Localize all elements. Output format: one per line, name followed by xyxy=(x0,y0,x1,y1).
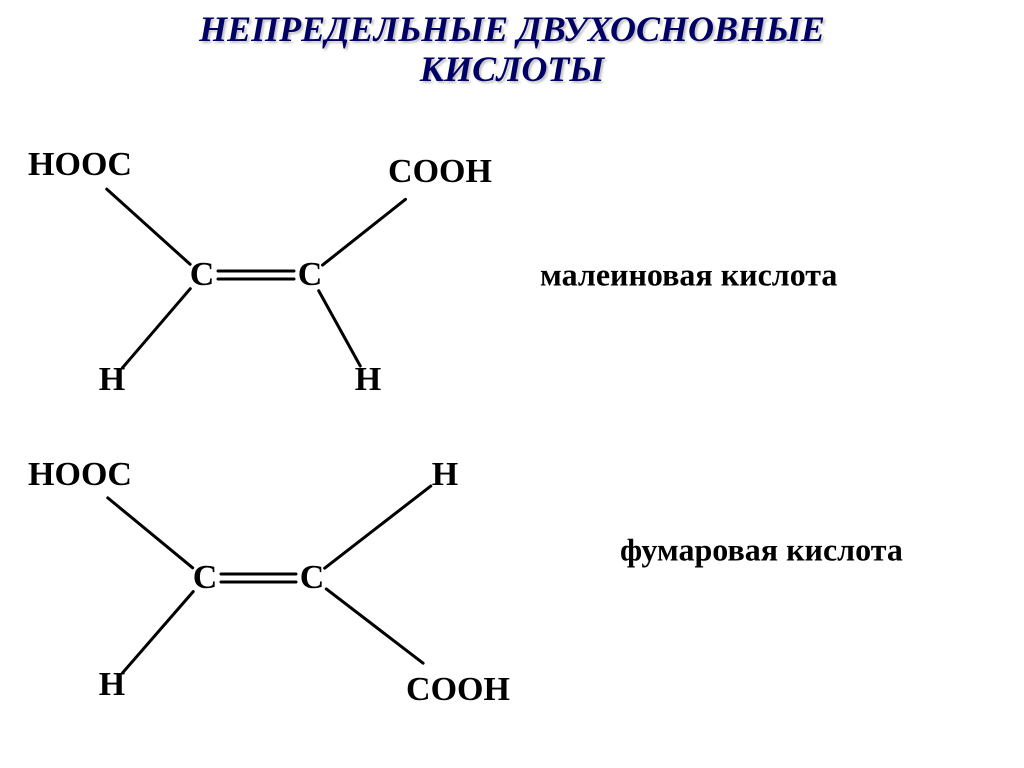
fumaric-h-bot: H xyxy=(99,666,125,704)
fumaric-hooc: HOOC xyxy=(28,456,132,494)
maleic-hooc: HOOC xyxy=(28,146,132,184)
maleic-h2: H xyxy=(355,361,381,399)
bond-lines xyxy=(0,120,1024,760)
maleic-label: малеиновая кислота xyxy=(540,257,837,294)
title-line1: НЕПРЕДЕЛЬНЫЕ ДВУХОСНОВНЫЕ xyxy=(0,10,1024,50)
diagram-area: HOOC COOH C C H H HOOC H C C H COOH мале… xyxy=(0,120,1024,760)
slide-title: НЕПРЕДЕЛЬНЫЕ ДВУХОСНОВНЫЕ КИСЛОТЫ xyxy=(0,0,1024,89)
maleic-c2: C xyxy=(298,256,323,294)
fumaric-cooh: COOH xyxy=(406,671,510,709)
fumaric-h-top: H xyxy=(432,456,458,494)
maleic-h1: H xyxy=(99,361,125,399)
fumaric-c2: C xyxy=(300,559,325,597)
maleic-c1: C xyxy=(190,256,215,294)
maleic-cooh: COOH xyxy=(388,153,492,191)
title-line2: КИСЛОТЫ xyxy=(0,50,1024,90)
fumaric-label: фумаровая кислота xyxy=(620,532,903,569)
fumaric-c1: C xyxy=(193,559,218,597)
